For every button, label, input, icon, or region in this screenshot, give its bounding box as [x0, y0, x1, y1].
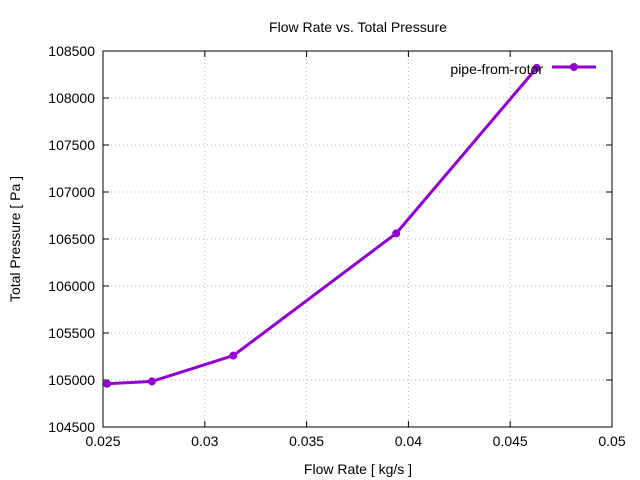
y-tick-label: 106500 — [48, 231, 95, 247]
y-tick-label: 108500 — [48, 43, 95, 59]
x-tick-labels: 0.025 0.03 0.035 0.04 0.045 0.05 — [85, 433, 625, 449]
y-tick-label: 108000 — [48, 90, 95, 106]
grid — [103, 51, 612, 427]
data-point — [229, 351, 238, 360]
plot-frame — [102, 50, 613, 428]
data-point — [532, 63, 541, 72]
chart-title: Flow Rate vs. Total Pressure — [269, 19, 447, 35]
y-tick-labels: 104500 105000 105500 106000 106500 107000 1075… — [48, 43, 95, 435]
x-tick-label: 0.025 — [85, 433, 120, 449]
y-tick-label: 105000 — [48, 372, 95, 388]
legend: pipe-from-rotor — [450, 61, 596, 77]
x-tick-label: 0.04 — [395, 433, 422, 449]
y-axis-label: Total Pressure [ Pa ] — [7, 176, 23, 302]
legend-label: pipe-from-rotor — [450, 61, 543, 77]
x-tick-label: 0.035 — [289, 433, 324, 449]
data-point — [147, 377, 156, 386]
x-axis-label: Flow Rate [ kg/s ] — [304, 461, 412, 477]
y-tick-label: 105500 — [48, 325, 95, 341]
legend-marker — [570, 63, 578, 71]
x-tick-label: 0.045 — [493, 433, 528, 449]
x-tick-label: 0.05 — [598, 433, 625, 449]
y-tick-label: 107500 — [48, 137, 95, 153]
data-point — [392, 229, 401, 238]
x-tick-label: 0.03 — [191, 433, 218, 449]
y-tick-label: 106000 — [48, 278, 95, 294]
data-point — [103, 379, 112, 388]
y-tick-label: 107000 — [48, 184, 95, 200]
y-tick-label: 104500 — [48, 419, 95, 435]
series — [103, 63, 541, 388]
